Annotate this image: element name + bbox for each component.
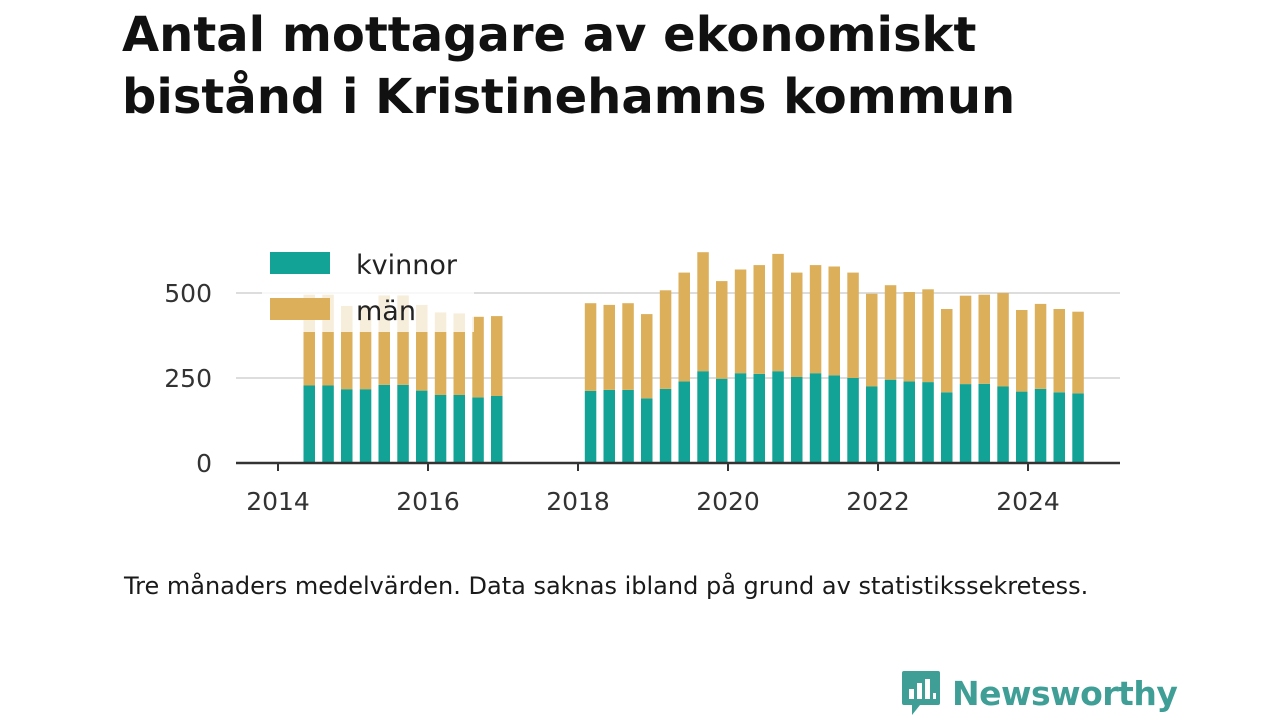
bars — [303, 252, 1084, 463]
bar-man-2016-03 — [434, 312, 447, 395]
legend-swatch-man — [270, 298, 330, 320]
x-tick-label-2020: 2020 — [696, 487, 760, 516]
bar-man-2018-09 — [622, 303, 634, 390]
bar-kvinnor-2019-09 — [697, 371, 709, 463]
bar-kvinnor-2014-09 — [322, 385, 334, 463]
bar-kvinnor-2022-06 — [903, 381, 915, 463]
bar-man-2014-09 — [322, 294, 334, 386]
bar-kvinnor-2023-03 — [959, 384, 972, 463]
bar-kvinnor-2022-12 — [941, 392, 953, 463]
bar-kvinnor-2021-03 — [809, 373, 822, 463]
bar-kvinnor-2018-03 — [584, 390, 597, 463]
bar-kvinnor-2019-12 — [716, 378, 728, 463]
bar-kvinnor-2022-09 — [922, 382, 934, 463]
x-tick-label-2014: 2014 — [246, 487, 310, 516]
bar-man-2015-12 — [416, 304, 428, 391]
x-tick-label-2018: 2018 — [546, 487, 610, 516]
bar-man-2019-09 — [697, 252, 709, 372]
bar-man-2023-06 — [978, 294, 990, 384]
bar-kvinnor-2015-03 — [359, 389, 372, 463]
stacked-bar-chart: 2014 2016 2018 2020 2022 2024 0 250 500 kvinnor… — [164, 246, 1120, 516]
bar-kvinnor-2024-03 — [1034, 388, 1047, 463]
bar-kvinnor-2015-06 — [378, 384, 390, 463]
bar-kvinnor-2019-03 — [659, 388, 672, 463]
bar-man-2022-09 — [922, 289, 934, 383]
bar-kvinnor-2016-09 — [472, 397, 484, 463]
bar-kvinnor-2020-03 — [734, 373, 747, 463]
bar-man-2024-03 — [1034, 303, 1047, 389]
bar-kvinnor-2018-06 — [603, 389, 615, 463]
bar-kvinnor-2023-06 — [978, 383, 990, 463]
bar-man-2021-09 — [847, 272, 859, 378]
bar-man-2021-06 — [828, 266, 840, 376]
bar-man-2022-06 — [903, 292, 915, 382]
legend-label-kvinnor: kvinnor — [356, 250, 458, 281]
x-tick-label-2016: 2016 — [396, 487, 460, 516]
bar-man-2021-12 — [866, 293, 878, 387]
bar-kvinnor-2023-12 — [1016, 391, 1028, 463]
bar-man-2020-12 — [791, 272, 803, 377]
bar-kvinnor-2016-06 — [453, 395, 465, 463]
brand-logo: Newsworthy — [900, 668, 1178, 718]
y-tick-label-250: 250 — [164, 364, 212, 393]
legend-label-man: män — [356, 296, 416, 327]
bar-man-2023-09 — [997, 293, 1009, 387]
x-tick-label-2024: 2024 — [996, 487, 1060, 516]
y-axis: 0 250 500 — [164, 279, 212, 478]
bar-kvinnor-2022-03 — [884, 379, 897, 463]
legend: kvinnor män — [262, 246, 474, 332]
bar-man-2020-06 — [753, 265, 765, 374]
bar-man-2014-06 — [303, 294, 315, 386]
bar-man-2018-06 — [603, 304, 615, 390]
bar-kvinnor-2021-06 — [828, 375, 840, 463]
brand-name: Newsworthy — [952, 673, 1178, 713]
bar-man-2018-03 — [584, 303, 597, 391]
bar-kvinnor-2021-12 — [866, 386, 878, 463]
chart-title: Antal mottagare av ekonomiskt bistånd i … — [122, 7, 1016, 125]
bar-man-2024-09 — [1072, 311, 1084, 394]
bar-kvinnor-2019-06 — [678, 381, 690, 463]
bar-kvinnor-2014-06 — [303, 385, 315, 463]
bar-kvinnor-2018-09 — [622, 389, 634, 463]
bar-man-2016-06 — [453, 313, 465, 395]
x-axis: 2014 2016 2018 2020 2022 2024 — [236, 461, 1120, 516]
bar-man-2023-03 — [959, 295, 972, 385]
bar-man-2023-12 — [1016, 310, 1028, 392]
bar-man-2018-12 — [641, 314, 653, 399]
bar-man-2015-09 — [397, 295, 409, 385]
bar-kvinnor-2020-06 — [753, 373, 765, 463]
bar-kvinnor-2021-09 — [847, 378, 859, 463]
bar-man-2014-12 — [341, 305, 353, 390]
bar-kvinnor-2018-12 — [641, 398, 653, 463]
bar-kvinnor-2015-12 — [416, 390, 428, 463]
bar-man-2021-03 — [809, 265, 822, 374]
bar-man-2020-03 — [734, 269, 747, 374]
bar-kvinnor-2016-03 — [434, 395, 447, 463]
bar-man-2019-06 — [678, 272, 690, 382]
y-tick-label-0: 0 — [196, 449, 212, 478]
bar-kvinnor-2020-09 — [772, 371, 784, 463]
bar-man-2019-03 — [659, 290, 672, 389]
x-tick-label-2022: 2022 — [846, 487, 910, 516]
bar-man-2016-09 — [472, 316, 484, 398]
bar-kvinnor-2024-06 — [1053, 392, 1065, 463]
bar-man-2022-12 — [941, 309, 953, 393]
bar-kvinnor-2016-12 — [491, 396, 503, 463]
bar-man-2020-09 — [772, 253, 784, 372]
bar-man-2015-03 — [359, 305, 372, 390]
bar-kvinnor-2024-09 — [1072, 393, 1084, 463]
bar-kvinnor-2014-12 — [341, 389, 353, 463]
bar-man-2024-06 — [1053, 309, 1065, 393]
footnote: Tre månaders medelvärden. Data saknas ib… — [124, 572, 1089, 600]
bar-kvinnor-2023-09 — [997, 386, 1009, 463]
newsworthy-chart-bubble-icon — [902, 671, 940, 715]
bar-man-2016-12 — [491, 316, 503, 396]
bar-man-2019-12 — [716, 281, 728, 379]
legend-swatch-kvinnor — [270, 252, 330, 274]
bar-kvinnor-2020-12 — [791, 377, 803, 463]
bar-kvinnor-2015-09 — [397, 384, 409, 463]
bar-man-2015-06 — [378, 295, 390, 385]
y-tick-label-500: 500 — [164, 279, 212, 308]
bar-man-2022-03 — [884, 285, 897, 380]
